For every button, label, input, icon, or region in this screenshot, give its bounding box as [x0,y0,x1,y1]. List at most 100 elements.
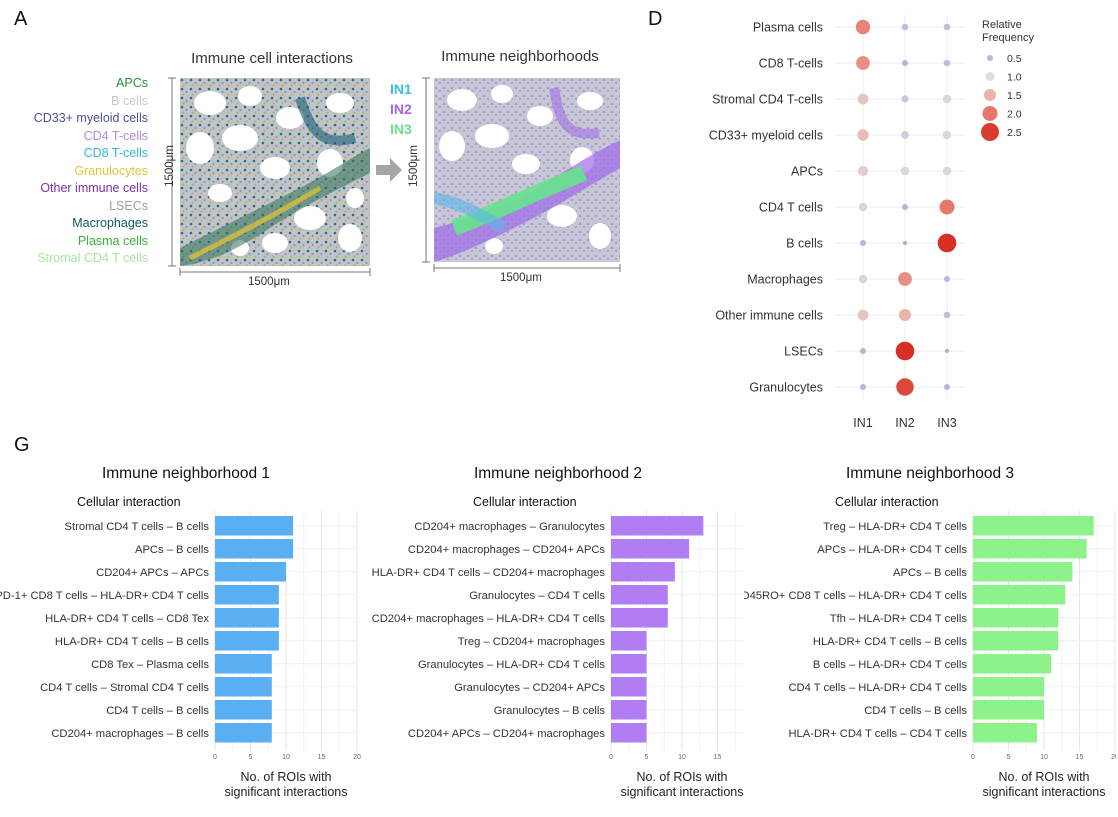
panel-a-left-title: Immune cell interactions [191,50,353,67]
legend-item: LSECs [109,198,148,213]
category-label: PD-1+ CD8 T cells – HLA-DR+ CD4 T cells [0,590,209,602]
bar [215,539,294,559]
bar [215,608,279,628]
category-label: HLA-DR+ CD4 T cells – CD4 T cells [788,728,967,740]
neighborhood-label: IN3 [390,121,412,137]
legend-dot [982,106,998,121]
legend-value: 1.5 [1007,90,1022,102]
category-label: CD204+ APCs – APCs [96,567,209,579]
legend-item: CD4 T-cells [83,128,148,143]
legend-item: CD33+ myeloid cells [33,111,148,125]
legend-item: Stromal CD4 T cells [37,251,148,265]
bar [973,654,1052,674]
frequency-dot [857,165,869,177]
tick-label: 10 [1040,754,1048,761]
frequency-dot [902,240,908,246]
row-label: Macrophages [747,273,823,287]
bar [215,516,294,536]
category-label: CD4 T cells – HLA-DR+ CD4 T cells [788,682,967,694]
row-label: Granulocytes [749,381,823,395]
scale-x-label-left: 1500μm [248,276,290,288]
scale-y-label-right: 1500μm [408,145,420,187]
frequency-dot [944,384,950,390]
row-label: APCs [791,165,823,179]
category-label: CD204+ APCs – CD204+ macrophages [408,728,606,740]
legend-value: 2.0 [1007,109,1022,121]
bar [215,677,272,697]
category-label: CD204+ macrophages – CD204+ APCs [408,544,606,556]
bar [973,585,1066,605]
frequency-dot [855,19,871,35]
x-axis-title: significant interactions [983,785,1106,799]
legend-dot [987,55,993,61]
frequency-dot [900,166,910,176]
bar [611,608,668,628]
tick-label: 20 [353,754,361,761]
bar [215,562,286,582]
bar [611,723,647,743]
category-label: Granulocytes – CD204+ APCs [454,682,605,694]
frequency-dot [902,204,908,210]
frequency-dot [860,348,866,354]
frequency-dot [901,131,909,139]
arrow-icon [376,158,402,182]
bar [611,631,647,651]
bar [215,631,279,651]
bar-chart-neighborhood-2: Immune neighborhood 2 Cellular interactio… [372,465,744,799]
tick-label: 20 [1111,754,1116,761]
column-label: IN3 [937,416,957,430]
tick-label: 0 [213,754,217,761]
frequency-dot [939,199,955,215]
scale-x-label-right: 1500μm [500,272,542,284]
category-label: APCs – B cells [135,544,209,556]
frequency-dot [857,309,869,321]
x-axis-title: significant interactions [225,785,348,799]
category-label: CD4 T cells – B cells [864,705,967,717]
bar [973,677,1044,697]
legend-title: Frequency [982,32,1034,44]
bar [973,723,1037,743]
tick-label: 5 [1007,754,1011,761]
tick-label: 0 [609,754,613,761]
tick-label: 10 [678,754,686,761]
x-axis-title: No. of ROIs with [999,770,1090,784]
row-label: CD4 T cells [759,201,823,215]
category-label: APCs – HLA-DR+ CD4 T cells [817,544,967,556]
bar [611,585,668,605]
tick-label: 15 [1076,754,1084,761]
panel-letter-d: D [648,8,663,30]
frequency-dot [942,94,952,104]
frequency-dot [902,60,908,66]
bar [973,700,1044,720]
category-label: CD45RO+ CD8 T cells – HLA-DR+ CD4 T cell… [744,590,967,602]
frequency-dot [942,130,952,140]
row-label: Stromal CD4 T-cells [712,93,823,107]
frequency-dot [943,23,951,31]
tick-label: 5 [249,754,253,761]
frequency-dot [943,311,951,319]
legend-item: Plasma cells [77,233,148,248]
legend-value: 2.5 [1007,127,1022,139]
legend-value: 1.0 [1007,72,1022,84]
tick-label: 15 [714,754,722,761]
bar [973,516,1094,536]
frequency-dot [857,93,869,105]
bar [215,654,272,674]
legend-item: Macrophages [72,216,148,230]
tissue-map-cell-interactions [180,78,370,266]
tick-label: 15 [318,754,326,761]
panel-letter-g: G [14,434,30,456]
category-label: HLA-DR+ CD4 T cells – B cells [55,636,209,648]
frequency-dot [942,166,952,176]
frequency-dot [899,309,911,321]
category-label: Stromal CD4 T cells – B cells [65,521,210,533]
category-label: Treg – CD204+ macrophages [458,636,606,648]
bar [215,723,272,743]
frequency-dot [943,59,951,67]
frequency-dot [944,276,950,282]
x-axis-title: No. of ROIs with [241,770,332,784]
category-label: Granulocytes – HLA-DR+ CD4 T cells [418,659,605,671]
y-axis-title: Cellular interaction [77,495,181,509]
panel-a-right-title: Immune neighborhoods [441,48,599,65]
legend-dot [981,123,999,141]
